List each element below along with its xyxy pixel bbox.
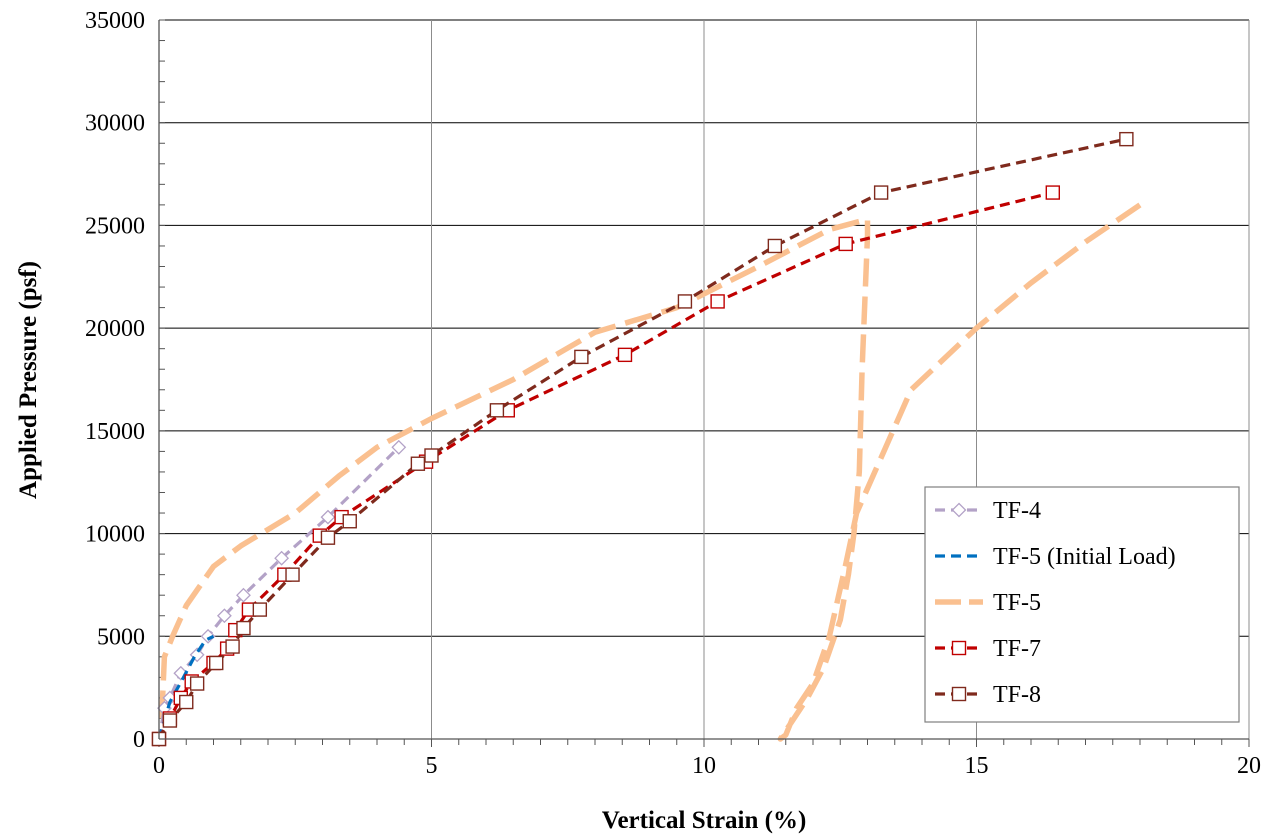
data-point bbox=[574, 349, 589, 365]
y-tick-label: 0 bbox=[133, 727, 145, 753]
data-point bbox=[391, 439, 407, 455]
legend-label: TF-5 (Initial Load) bbox=[993, 544, 1176, 570]
data-point bbox=[1119, 131, 1134, 147]
data-point bbox=[677, 294, 693, 309]
y-tick-label: 20000 bbox=[85, 316, 145, 342]
data-point bbox=[236, 620, 251, 636]
legend-swatch-marker bbox=[951, 640, 967, 656]
data-point bbox=[216, 608, 232, 624]
series-line bbox=[157, 634, 215, 740]
data-point bbox=[410, 456, 426, 471]
data-point bbox=[489, 403, 505, 418]
data-point bbox=[1045, 185, 1061, 200]
data-point bbox=[873, 185, 889, 200]
data-point bbox=[710, 294, 725, 309]
x-tick-label: 10 bbox=[692, 753, 716, 779]
x-axis-title: Vertical Strain (%) bbox=[602, 807, 807, 834]
y-tick-label: 10000 bbox=[85, 522, 145, 548]
data-point bbox=[285, 567, 300, 582]
legend-label: TF-7 bbox=[993, 636, 1041, 662]
data-point bbox=[838, 236, 853, 252]
data-point bbox=[617, 347, 633, 363]
legend-swatch-marker bbox=[951, 502, 967, 518]
axes bbox=[158, 20, 1249, 740]
x-tick-label: 20 bbox=[1237, 753, 1261, 779]
x-tick-label: 5 bbox=[426, 753, 438, 779]
legend-label: TF-5 bbox=[993, 590, 1041, 616]
data-point bbox=[189, 676, 205, 691]
legend-label: TF-8 bbox=[993, 682, 1041, 708]
data-point bbox=[252, 602, 268, 617]
legend-item: TF-7 bbox=[935, 636, 1041, 662]
legend: TF-4 TF-5 (Initial Load) TF-5 TF-7 TF-8 bbox=[924, 486, 1240, 723]
data-point bbox=[424, 448, 439, 463]
legend-item: TF-5 bbox=[935, 590, 1041, 616]
y-axis-title: Applied Pressure (psf) bbox=[15, 261, 42, 499]
legend-item: TF-8 bbox=[935, 682, 1041, 708]
data-point bbox=[320, 509, 336, 525]
y-tick-label: 5000 bbox=[97, 624, 145, 650]
legend-swatch-marker bbox=[951, 686, 967, 702]
y-tick-label: 35000 bbox=[85, 8, 145, 34]
data-point bbox=[236, 587, 251, 603]
data-point bbox=[767, 238, 783, 254]
data-point bbox=[320, 530, 336, 545]
x-tick-label: 0 bbox=[153, 753, 165, 779]
data-point bbox=[274, 550, 290, 566]
data-point bbox=[342, 514, 357, 529]
y-tick-label: 15000 bbox=[85, 419, 145, 445]
y-tick-label: 25000 bbox=[85, 213, 145, 239]
minor-ticks bbox=[158, 19, 1250, 747]
legend-item: TF-4 bbox=[935, 498, 1041, 524]
data-point bbox=[225, 639, 240, 654]
x-tick-label: 15 bbox=[965, 753, 989, 779]
tick-labels: 0 5 10 15 20 0 5000 10000 15000 20000 25000 30000 35… bbox=[85, 8, 1261, 779]
series-tf-5 bbox=[158, 202, 1142, 742]
legend-label: TF-4 bbox=[993, 498, 1041, 524]
data-point bbox=[162, 713, 178, 728]
data-point bbox=[209, 655, 224, 671]
data-point bbox=[179, 694, 194, 710]
y-tick-label: 30000 bbox=[85, 111, 145, 137]
data-point bbox=[200, 628, 216, 644]
series-tf-5-initial-load bbox=[157, 634, 215, 740]
legend-item: TF-5 (Initial Load) bbox=[935, 544, 1176, 570]
series-line bbox=[158, 202, 1142, 742]
